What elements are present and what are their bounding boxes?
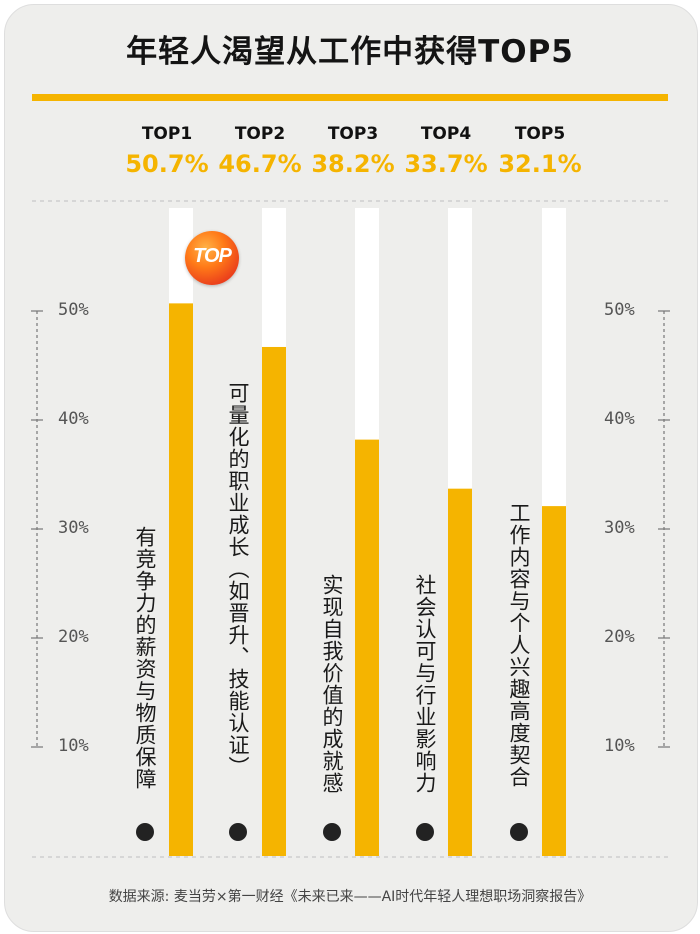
data-source-note: 数据来源: 麦当劳×第一财经《未来已来——AI时代年轻人理想职场洞察报告》 <box>108 889 592 905</box>
rank-label: TOP4 <box>420 124 472 144</box>
right-tick-label: 50% <box>604 300 635 320</box>
title-underline <box>32 94 668 101</box>
bar <box>448 488 472 856</box>
category-label: 实现自我价值的成就感 <box>320 574 344 794</box>
data-label: 50.7% <box>125 150 209 178</box>
bar <box>262 346 286 856</box>
right-tick-label: 30% <box>604 518 635 538</box>
rank-label: TOP5 <box>514 124 566 144</box>
right-tick-label: 20% <box>604 627 635 647</box>
bullet-dot <box>323 823 341 841</box>
rank-label: TOP3 <box>327 124 379 144</box>
data-label: 32.1% <box>498 150 582 178</box>
bar <box>169 303 193 856</box>
bullet-dot <box>416 823 434 841</box>
chart-title: 年轻人渴望从工作中获得TOP5 <box>126 34 574 70</box>
top-badge-text: TOP <box>193 245 232 267</box>
data-label: 46.7% <box>218 150 302 178</box>
bullet-dot <box>510 823 528 841</box>
bar <box>542 506 566 856</box>
rank-label: TOP2 <box>234 124 286 144</box>
left-tick-label: 10% <box>58 736 89 756</box>
left-tick-label: 20% <box>58 627 89 647</box>
top-badge-icon: TOP <box>185 231 239 285</box>
category-label: 有竞争力的薪资与物质保障 <box>133 526 157 790</box>
left-tick-label: 30% <box>58 518 89 538</box>
rank-label: TOP1 <box>141 124 193 144</box>
bullet-dot <box>229 823 247 841</box>
right-tick-label: 40% <box>604 409 635 429</box>
chart-panel <box>4 4 698 932</box>
category-label: 社会认可与行业影响力 <box>413 574 437 794</box>
data-label: 33.7% <box>404 150 488 178</box>
data-label: 38.2% <box>311 150 395 178</box>
left-tick-label: 40% <box>58 409 89 429</box>
category-label: 可量化的职业成长（如晋升、技能认证） <box>226 382 250 778</box>
right-tick-label: 10% <box>604 736 635 756</box>
bar <box>355 439 379 856</box>
left-tick-label: 50% <box>58 300 89 320</box>
category-label: 工作内容与个人兴趣高度契合 <box>507 502 531 788</box>
bullet-dot <box>136 823 154 841</box>
